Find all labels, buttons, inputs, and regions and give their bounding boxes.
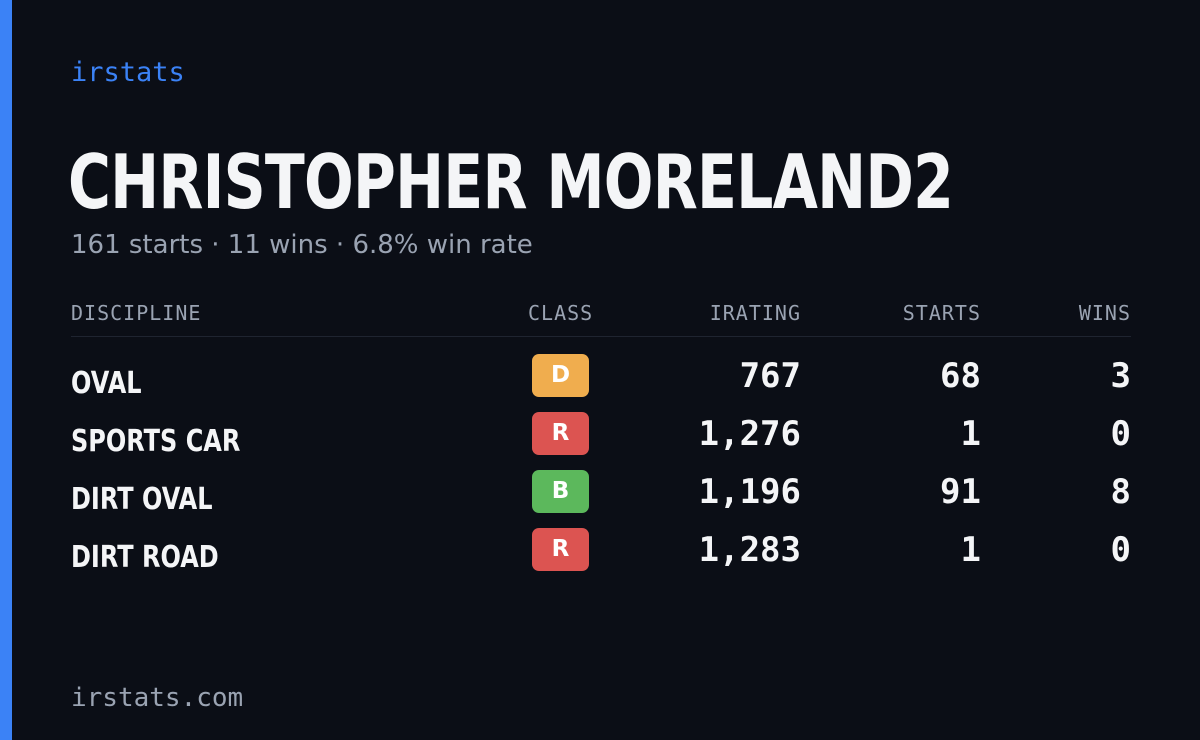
table-header: DISCIPLINE CLASS IRATING STARTS WINS [71,296,1131,337]
column-header-class: CLASS [528,301,594,325]
irating-value: 1,196 [698,472,801,512]
accent-bar [0,0,12,740]
player-name: CHRISTOPHER MORELAND2 [68,138,954,226]
class-badge: R [532,412,589,455]
table-row: SPORTS CAR R 1,276 1 0 [71,412,1131,470]
column-header-starts: STARTS [902,301,981,325]
irating-value: 767 [739,356,801,396]
discipline-name: SPORTS CAR [71,424,241,459]
stats-table: DISCIPLINE CLASS IRATING STARTS WINS OVA… [71,296,1131,586]
starts-value: 68 [940,356,981,396]
class-badge: R [532,528,589,571]
starts-value: 91 [940,472,981,512]
column-header-wins: WINS [1078,301,1131,325]
wins-value: 0 [1110,414,1131,454]
column-header-irating: IRATING [709,301,801,325]
player-summary: 161 starts · 11 wins · 6.8% win rate [71,230,533,260]
discipline-name: OVAL [71,366,142,401]
class-badge: B [532,470,589,513]
brand-logo[interactable]: irstats [71,57,185,88]
wins-value: 0 [1110,530,1131,570]
table-body: OVAL D 767 68 3 SPORTS CAR R 1,276 1 0 D… [71,337,1131,586]
class-badge: D [532,354,589,397]
column-header-discipline: DISCIPLINE [71,301,202,325]
footer-url[interactable]: irstats.com [71,683,244,713]
table-row: DIRT ROAD R 1,283 1 0 [71,528,1131,586]
discipline-name: DIRT OVAL [71,482,213,517]
starts-value: 1 [960,414,981,454]
irating-value: 1,276 [698,414,801,454]
table-row: DIRT OVAL B 1,196 91 8 [71,470,1131,528]
starts-value: 1 [960,530,981,570]
table-row: OVAL D 767 68 3 [71,354,1131,412]
discipline-name: DIRT ROAD [71,540,219,575]
irating-value: 1,283 [698,530,801,570]
wins-value: 8 [1110,472,1131,512]
wins-value: 3 [1110,356,1131,396]
